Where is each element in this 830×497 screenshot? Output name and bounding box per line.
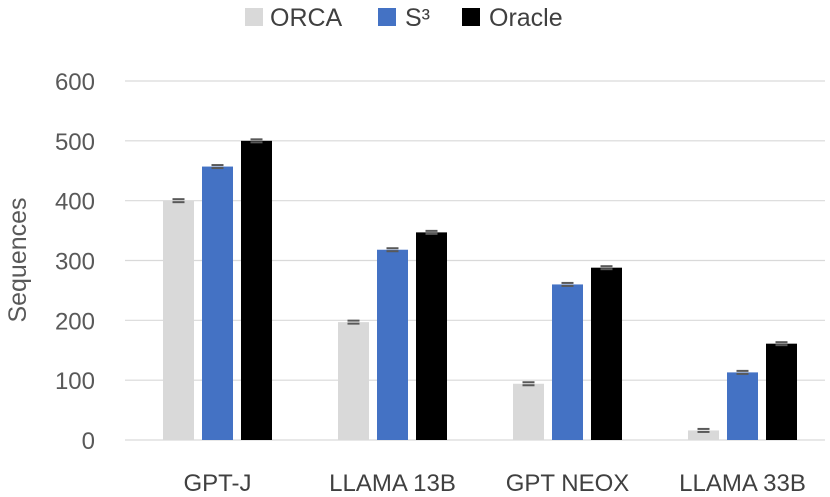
x-category-label: LLAMA 13B xyxy=(329,470,456,497)
x-category-label: GPT-J xyxy=(183,470,251,497)
legend: ORCA S³ Oracle xyxy=(245,4,563,32)
legend-label: Oracle xyxy=(489,4,563,32)
legend-swatch-orca xyxy=(245,8,263,26)
y-axis-ticks: 0 100 200 300 400 500 600 xyxy=(55,69,95,455)
bar-orca-3 xyxy=(688,430,719,440)
x-category-label: LLAMA 33B xyxy=(679,470,806,497)
y-tick-label: 200 xyxy=(55,308,95,335)
bar-orca-1 xyxy=(338,322,369,440)
bar-oracle-3 xyxy=(766,343,797,440)
bar-s-0 xyxy=(202,166,233,441)
bar-oracle-2 xyxy=(591,267,622,440)
bar-orca-0 xyxy=(163,200,194,440)
x-axis-category-labels: GPT-J LLAMA 13B GPT NEOX LLAMA 33B xyxy=(183,470,805,497)
y-axis-title: Sequences xyxy=(4,197,32,322)
x-category-label: GPT NEOX xyxy=(506,470,630,497)
y-tick-label: 500 xyxy=(55,129,95,156)
bar-orca-2 xyxy=(513,383,544,440)
y-tick-label: 100 xyxy=(55,368,95,395)
legend-swatch-s xyxy=(378,8,396,26)
y-tick-label: 0 xyxy=(82,428,95,455)
legend-label: ORCA xyxy=(270,4,343,32)
y-tick-label: 600 xyxy=(55,69,95,96)
bars xyxy=(163,138,797,441)
y-tick-label: 400 xyxy=(55,189,95,216)
bar-s-2 xyxy=(552,284,583,440)
bar-oracle-1 xyxy=(416,232,447,440)
bar-s-3 xyxy=(727,372,758,440)
bar-s-1 xyxy=(377,249,408,440)
y-tick-label: 300 xyxy=(55,249,95,276)
legend-swatch-oracle xyxy=(462,8,480,26)
legend-label: S³ xyxy=(405,4,430,32)
bar-oracle-0 xyxy=(241,140,272,441)
